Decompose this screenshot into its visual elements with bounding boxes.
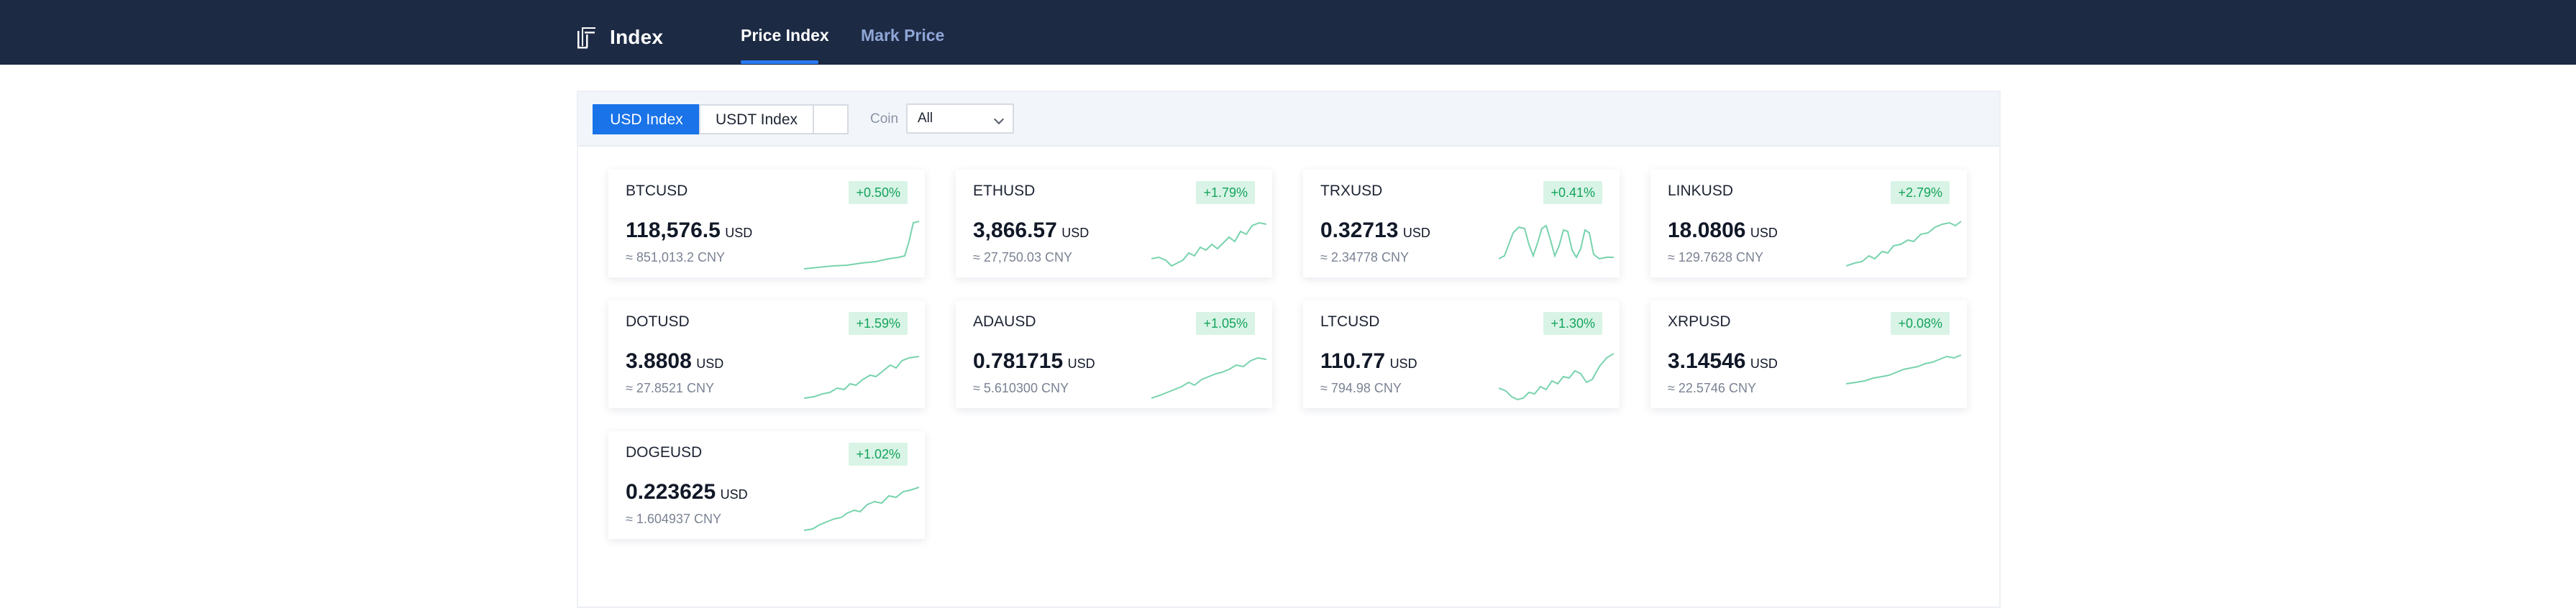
cny-equivalent: ≈ 851,013.2 CNY: [626, 250, 725, 264]
sparkline-chart: [1846, 221, 1961, 267]
change-badge: +1.05%: [1196, 312, 1255, 335]
card-symbol: XRPUSD: [1668, 313, 1731, 330]
price-value: 118,576.5: [626, 218, 721, 242]
cny-equivalent: ≈ 27,750.03 CNY: [973, 250, 1072, 264]
sparkline-chart: [1151, 221, 1266, 267]
card-symbol: DOGEUSD: [626, 444, 703, 461]
change-badge: +1.59%: [849, 312, 908, 335]
card-symbol: TRXUSD: [1320, 183, 1383, 199]
tab-mark-price[interactable]: Mark Price: [861, 26, 945, 45]
price-value: 3.8808: [626, 349, 692, 373]
card-symbol: LTCUSD: [1320, 313, 1380, 330]
index-card-trxusd[interactable]: TRXUSD +0.41% 0.32713 USD ≈ 2.34778 CNY: [1303, 170, 1620, 277]
card-symbol: DOTUSD: [626, 313, 690, 330]
card-price: 0.781715 USD: [973, 349, 1095, 374]
index-card-linkusd[interactable]: LINKUSD +2.79% 18.0806 USD ≈ 129.7628 CN…: [1650, 170, 1967, 277]
card-symbol: ADAUSD: [973, 313, 1036, 330]
card-price: 110.77 USD: [1320, 349, 1417, 374]
filter-bar: USD Index USDT Index Coin All: [578, 92, 1999, 147]
index-card-dotusd[interactable]: DOTUSD +1.59% 3.8808 USD ≈ 27.8521 CNY: [608, 300, 925, 408]
extra-index-button[interactable]: [813, 104, 849, 134]
sparkline-chart: [1846, 354, 1961, 384]
chevron-down-icon: [993, 114, 1005, 125]
change-badge: +0.41%: [1543, 181, 1602, 204]
index-card-adausd[interactable]: ADAUSD +1.05% 0.781715 USD ≈ 5.610300 CN…: [956, 300, 1272, 408]
cny-equivalent: ≈ 1.604937 CNY: [626, 512, 721, 526]
card-price: 0.32713 USD: [1320, 218, 1430, 243]
price-unit: USD: [1750, 356, 1778, 371]
tab-price-index[interactable]: Price Index: [741, 26, 829, 45]
index-card-xrpusd[interactable]: XRPUSD +0.08% 3.14546 USD ≈ 22.5746 CNY: [1650, 300, 1967, 408]
sparkline-chart: [1499, 353, 1614, 401]
index-card-btcusd[interactable]: BTCUSD +0.50% 118,576.5 USD ≈ 851,013.2 …: [608, 170, 925, 277]
card-price: 0.223625 USD: [626, 480, 748, 505]
brand-label: Index: [610, 26, 664, 48]
card-price: 118,576.5 USD: [626, 218, 752, 243]
price-unit: USD: [1402, 226, 1430, 240]
card-price: 3.8808 USD: [626, 349, 723, 374]
sparkline-chart: [1499, 224, 1614, 260]
price-unit: USD: [725, 226, 753, 240]
price-unit: USD: [1061, 226, 1090, 240]
index-panel: USD Index USDT Index Coin All BTCUSD +0.…: [577, 91, 2001, 608]
sparkline-chart: [804, 487, 919, 531]
coin-select[interactable]: All: [906, 103, 1014, 134]
cny-equivalent: ≈ 794.98 CNY: [1320, 381, 1402, 395]
coin-select-value: All: [918, 111, 933, 126]
card-symbol: LINKUSD: [1668, 183, 1734, 199]
price-value: 0.32713: [1320, 218, 1399, 242]
usdt-index-button[interactable]: USDT Index: [699, 104, 814, 134]
price-value: 110.77: [1320, 349, 1386, 373]
index-type-segmented-control: USD Index USDT Index: [593, 104, 849, 134]
sparkline-chart: [1151, 356, 1266, 399]
price-unit: USD: [1750, 226, 1778, 240]
price-unit: USD: [1389, 356, 1417, 371]
price-value: 3,866.57: [973, 218, 1057, 242]
price-value: 18.0806: [1668, 218, 1746, 242]
cny-equivalent: ≈ 2.34778 CNY: [1320, 250, 1409, 264]
card-price: 3.14546 USD: [1668, 349, 1778, 374]
cny-equivalent: ≈ 5.610300 CNY: [973, 381, 1069, 395]
index-card-ltcusd[interactable]: LTCUSD +1.30% 110.77 USD ≈ 794.98 CNY: [1303, 300, 1620, 408]
card-symbol: BTCUSD: [626, 183, 688, 199]
change-badge: +1.30%: [1543, 312, 1602, 335]
change-badge: +0.08%: [1891, 312, 1950, 335]
usd-index-button[interactable]: USD Index: [593, 104, 700, 134]
card-price: 18.0806 USD: [1668, 218, 1778, 243]
active-tab-indicator: [741, 60, 818, 64]
cny-equivalent: ≈ 22.5746 CNY: [1668, 381, 1756, 395]
sparkline-chart: [804, 221, 919, 270]
index-card-ethusd[interactable]: ETHUSD +1.79% 3,866.57 USD ≈ 27,750.03 C…: [956, 170, 1272, 277]
card-price: 3,866.57 USD: [973, 218, 1089, 243]
coin-filter-label: Coin: [870, 111, 899, 126]
brand[interactable]: Index: [575, 23, 663, 52]
top-navigation-bar: Index Price Index Mark Price: [0, 0, 2576, 65]
index-logo-icon: [577, 27, 595, 49]
price-value: 3.14546: [1668, 349, 1746, 373]
card-symbol: ETHUSD: [973, 183, 1036, 199]
change-badge: +1.79%: [1196, 181, 1255, 204]
change-badge: +1.02%: [849, 443, 908, 466]
price-unit: USD: [720, 487, 748, 502]
change-badge: +2.79%: [1891, 181, 1950, 204]
index-card-dogeusd[interactable]: DOGEUSD +1.02% 0.223625 USD ≈ 1.604937 C…: [608, 431, 925, 539]
price-unit: USD: [696, 356, 724, 371]
change-badge: +0.50%: [849, 181, 908, 204]
price-value: 0.781715: [973, 349, 1064, 373]
cny-equivalent: ≈ 129.7628 CNY: [1668, 250, 1763, 264]
cny-equivalent: ≈ 27.8521 CNY: [626, 381, 714, 395]
price-value: 0.223625: [626, 480, 716, 504]
price-unit: USD: [1067, 356, 1095, 371]
sparkline-chart: [804, 356, 919, 399]
